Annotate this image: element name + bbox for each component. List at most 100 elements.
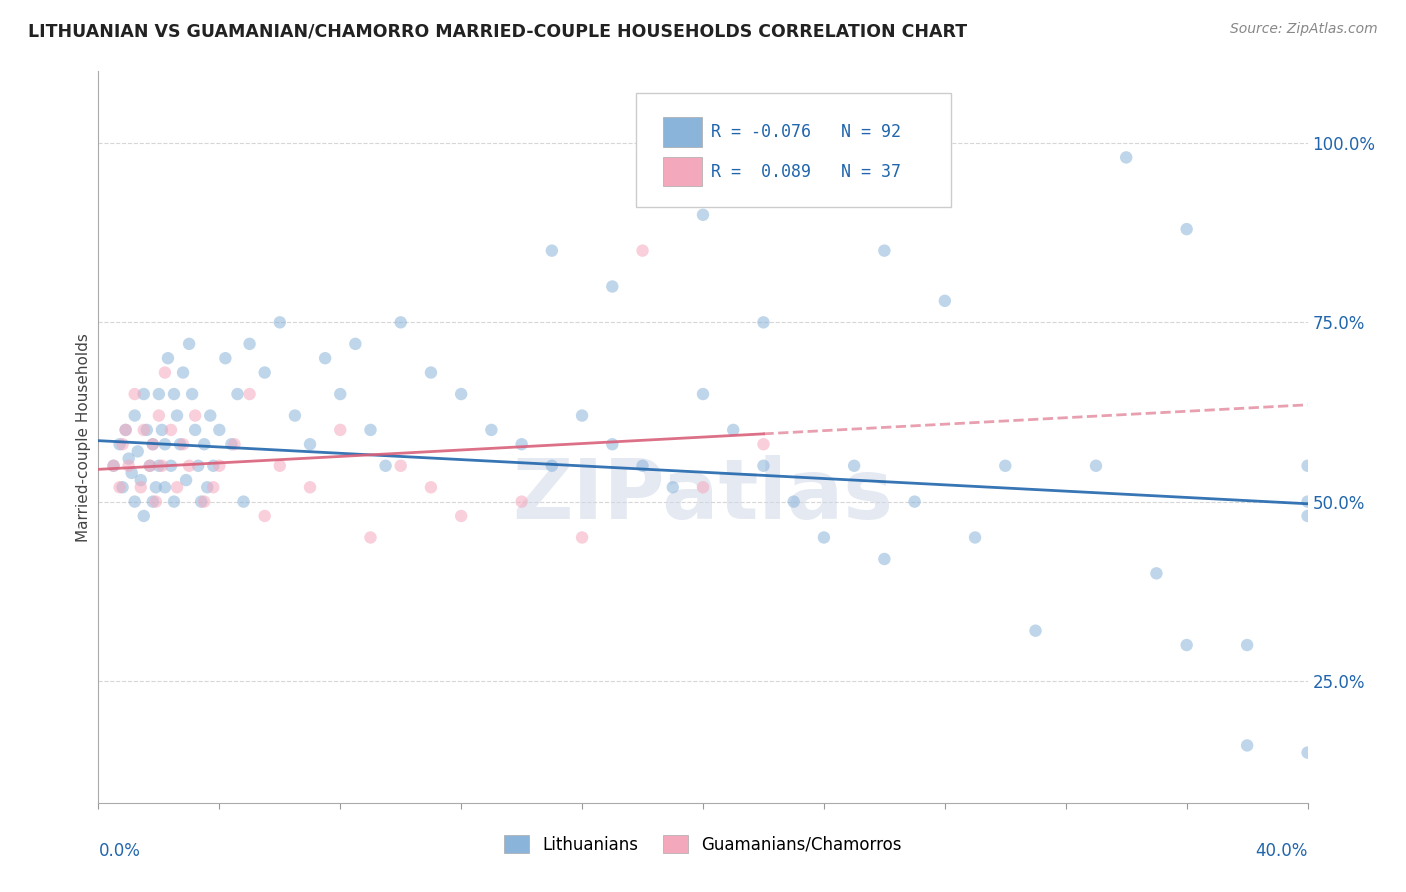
Point bbox=[200, 409, 222, 423]
Point bbox=[389, 458, 412, 473]
Point bbox=[145, 480, 167, 494]
Point bbox=[844, 458, 866, 473]
Point bbox=[132, 387, 155, 401]
Point bbox=[172, 366, 194, 380]
Text: ZIPatlas: ZIPatlas bbox=[513, 455, 893, 536]
Point bbox=[121, 466, 143, 480]
Point bbox=[132, 423, 155, 437]
Point bbox=[148, 387, 170, 401]
Point bbox=[510, 494, 533, 508]
Point bbox=[124, 409, 146, 423]
Point bbox=[190, 494, 212, 508]
Point bbox=[420, 366, 443, 380]
Point bbox=[163, 387, 186, 401]
Point bbox=[160, 458, 183, 473]
Point bbox=[540, 458, 562, 473]
Point bbox=[193, 437, 215, 451]
Point bbox=[169, 437, 191, 451]
Point bbox=[1024, 624, 1046, 638]
FancyBboxPatch shape bbox=[637, 94, 950, 207]
Point bbox=[114, 423, 136, 437]
Point bbox=[153, 437, 176, 451]
Point bbox=[1085, 458, 1108, 473]
Point bbox=[692, 208, 714, 222]
FancyBboxPatch shape bbox=[664, 157, 702, 186]
Point bbox=[181, 387, 204, 401]
Point bbox=[142, 437, 165, 451]
Point bbox=[214, 351, 236, 366]
Point bbox=[329, 387, 352, 401]
Point bbox=[150, 458, 173, 473]
Point bbox=[153, 366, 176, 380]
Point bbox=[239, 387, 262, 401]
Point bbox=[179, 336, 201, 351]
Point bbox=[450, 508, 472, 523]
Point bbox=[253, 508, 276, 523]
Point bbox=[571, 531, 593, 545]
Point bbox=[135, 423, 157, 437]
Point bbox=[160, 423, 183, 437]
Point bbox=[118, 458, 141, 473]
Point bbox=[202, 458, 225, 473]
Point bbox=[208, 458, 231, 473]
Point bbox=[1236, 638, 1258, 652]
Point bbox=[108, 480, 131, 494]
Point bbox=[873, 552, 896, 566]
Text: Source: ZipAtlas.com: Source: ZipAtlas.com bbox=[1230, 22, 1378, 37]
Point bbox=[965, 531, 987, 545]
Point bbox=[1175, 638, 1198, 652]
Point bbox=[166, 480, 188, 494]
Point bbox=[481, 423, 503, 437]
Point bbox=[142, 437, 165, 451]
Point bbox=[172, 437, 194, 451]
Point bbox=[783, 494, 806, 508]
Point bbox=[114, 423, 136, 437]
Point bbox=[139, 458, 162, 473]
Point bbox=[329, 423, 352, 437]
Point bbox=[1296, 458, 1319, 473]
Legend: Lithuanians, Guamanians/Chamorros: Lithuanians, Guamanians/Chamorros bbox=[498, 829, 908, 860]
Text: R =  0.089   N = 37: R = 0.089 N = 37 bbox=[711, 162, 901, 180]
Point bbox=[148, 458, 170, 473]
Point bbox=[934, 293, 956, 308]
Point bbox=[142, 494, 165, 508]
Point bbox=[232, 494, 254, 508]
Point bbox=[631, 244, 654, 258]
Point bbox=[1115, 150, 1137, 164]
Point bbox=[994, 458, 1017, 473]
Point bbox=[813, 531, 835, 545]
Point bbox=[127, 444, 149, 458]
Point bbox=[195, 480, 218, 494]
Point bbox=[124, 387, 146, 401]
Point bbox=[1144, 566, 1167, 581]
Point bbox=[510, 437, 533, 451]
Point bbox=[103, 458, 125, 473]
Point bbox=[1296, 746, 1319, 760]
Point bbox=[752, 315, 775, 329]
Point bbox=[108, 437, 131, 451]
Point bbox=[873, 244, 896, 258]
Point bbox=[208, 423, 231, 437]
Point bbox=[344, 336, 367, 351]
Point bbox=[602, 279, 624, 293]
Point bbox=[202, 480, 225, 494]
Point bbox=[299, 480, 322, 494]
Point bbox=[111, 437, 134, 451]
Point bbox=[269, 458, 291, 473]
FancyBboxPatch shape bbox=[664, 118, 702, 146]
Point bbox=[132, 508, 155, 523]
Point bbox=[224, 437, 246, 451]
Point bbox=[226, 387, 249, 401]
Point bbox=[221, 437, 243, 451]
Point bbox=[156, 351, 179, 366]
Point bbox=[184, 423, 207, 437]
Text: LITHUANIAN VS GUAMANIAN/CHAMORRO MARRIED-COUPLE HOUSEHOLDS CORRELATION CHART: LITHUANIAN VS GUAMANIAN/CHAMORRO MARRIED… bbox=[28, 22, 967, 40]
Point bbox=[166, 409, 188, 423]
Point bbox=[129, 473, 152, 487]
Point bbox=[752, 437, 775, 451]
Point bbox=[145, 494, 167, 508]
Point bbox=[150, 423, 173, 437]
Point bbox=[187, 458, 209, 473]
Text: 0.0%: 0.0% bbox=[98, 842, 141, 860]
Point bbox=[360, 423, 382, 437]
